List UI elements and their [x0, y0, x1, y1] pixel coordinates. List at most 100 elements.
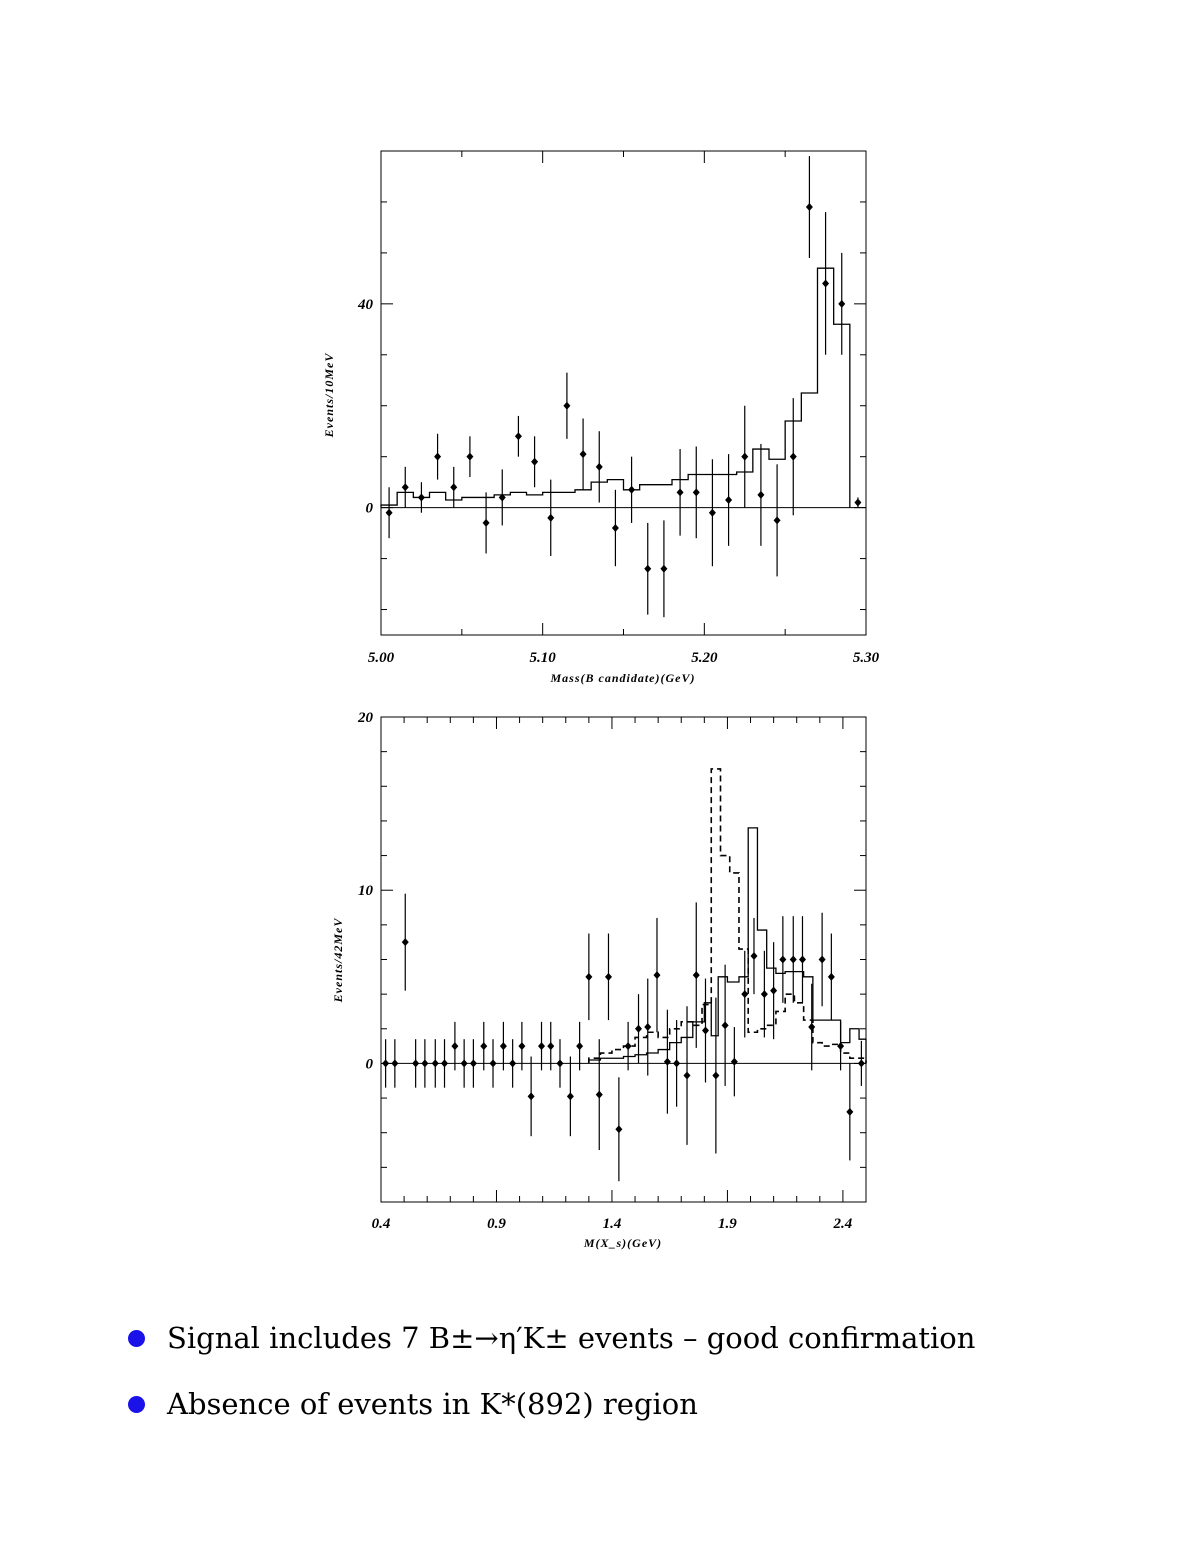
data-point	[480, 1042, 488, 1051]
data-point	[721, 1021, 729, 1030]
data-point	[434, 452, 442, 461]
data-point	[518, 1042, 526, 1051]
data-point	[708, 508, 716, 517]
data-point	[663, 1057, 671, 1066]
data-point	[808, 1023, 816, 1032]
y-axis-label: Events/42MeV	[331, 918, 345, 1004]
data-point	[635, 1024, 643, 1033]
bullet-list: Signal includes 7 B±→η′K± events – good …	[128, 1305, 1128, 1437]
data-point	[730, 1057, 738, 1066]
x-tick-label: 1.4	[603, 1216, 622, 1232]
data-point	[692, 971, 700, 980]
data-point	[676, 488, 684, 497]
data-point	[757, 490, 765, 499]
data-point	[547, 1042, 555, 1051]
data-point	[822, 279, 830, 288]
data-point	[595, 462, 603, 471]
data-point	[417, 493, 425, 502]
data-point	[604, 972, 612, 981]
data-point	[624, 1042, 632, 1051]
data-point	[412, 1059, 420, 1068]
bullet-item: Absence of events in K*(892) region	[128, 1371, 1128, 1437]
solid-histogram	[380, 267, 851, 508]
data-point	[660, 564, 668, 573]
data-point	[498, 493, 506, 502]
data-point	[701, 1026, 709, 1035]
data-point	[556, 1059, 564, 1068]
data-point	[421, 1059, 429, 1068]
data-point	[854, 498, 862, 507]
data-point	[489, 1059, 497, 1068]
x-axis-label: Mass(B candidate)(GeV)	[550, 671, 696, 685]
data-point	[644, 564, 652, 573]
data-point	[401, 483, 409, 492]
x-tick-label: 0.9	[487, 1216, 506, 1232]
bullet-dot-icon	[128, 1329, 145, 1347]
data-point	[509, 1059, 517, 1068]
data-point	[482, 518, 490, 527]
data-point	[846, 1107, 854, 1116]
bullet-dot-icon	[128, 1395, 145, 1413]
data-point	[837, 1042, 845, 1051]
data-point	[547, 513, 555, 522]
data-point	[431, 1059, 439, 1068]
y-axis-label: Events/10MeV	[322, 353, 336, 439]
data-point	[499, 1042, 507, 1051]
data-point	[773, 516, 781, 525]
x-tick-label: 1.9	[718, 1216, 737, 1232]
data-point	[527, 1092, 535, 1101]
data-point	[531, 457, 539, 466]
data-point	[725, 495, 733, 504]
data-point	[798, 955, 806, 964]
data-point	[576, 1042, 584, 1051]
data-point	[741, 452, 749, 461]
data-point	[382, 1059, 390, 1068]
data-point	[827, 972, 835, 981]
data-point	[514, 432, 522, 441]
data-point	[750, 952, 758, 961]
b-candidate-mass-plot: Mass(B candidate)(GeV) Events/10MeV 0 40 5…	[322, 150, 880, 685]
data-point	[789, 955, 797, 964]
x-tick-label: 0.4	[372, 1216, 391, 1232]
data-point	[469, 1059, 477, 1068]
bullet-text: Signal includes 7 B±→η′K± events – good …	[167, 1321, 976, 1355]
data-point	[460, 1059, 468, 1068]
x-tick-label: 2.4	[833, 1216, 853, 1232]
solid-histogram	[588, 827, 867, 1064]
data-point	[857, 1059, 865, 1068]
data-point	[401, 938, 409, 947]
data-point	[770, 986, 778, 995]
data-point	[673, 1059, 681, 1068]
y-tick-label: 10	[358, 883, 374, 899]
data-point	[451, 1042, 459, 1051]
bullet-text: Absence of events in K*(892) region	[167, 1387, 698, 1421]
data-point	[760, 990, 768, 999]
data-point	[595, 1090, 603, 1099]
data-point	[391, 1059, 399, 1068]
x-axis-label: M(X_s)(GeV)	[583, 1236, 662, 1250]
y-tick-label: 0	[366, 1056, 374, 1072]
data-point	[818, 955, 826, 964]
data-point	[566, 1092, 574, 1101]
data-point	[579, 450, 587, 459]
data-point	[615, 1125, 623, 1134]
x-tick-label: 5.30	[853, 650, 880, 666]
y-tick-label: 20	[357, 710, 374, 726]
bullet-item: Signal includes 7 B±→η′K± events – good …	[128, 1305, 1128, 1371]
data-point	[585, 972, 593, 981]
y-tick-label: 40	[357, 297, 374, 313]
data-point	[611, 524, 619, 533]
x-tick-label: 5.20	[691, 650, 718, 666]
data-point	[805, 203, 813, 212]
plot-area: 0 40 5.00 5.10 5.20 5.30	[357, 150, 880, 666]
plot-area: 0 10 20 0.4 0.9 1.4 1.9 2.4	[357, 710, 867, 1232]
data-point	[385, 508, 393, 517]
data-point	[838, 299, 846, 308]
data-point	[538, 1042, 546, 1051]
data-point	[466, 452, 474, 461]
data-point	[779, 955, 787, 964]
data-point	[563, 401, 571, 410]
xs-mass-plot: M(X_s)(GeV) Events/42MeV 0 10 20 0.4 0.9 1.4 1…	[331, 710, 867, 1250]
data-point	[741, 990, 749, 999]
data-point	[628, 485, 636, 494]
